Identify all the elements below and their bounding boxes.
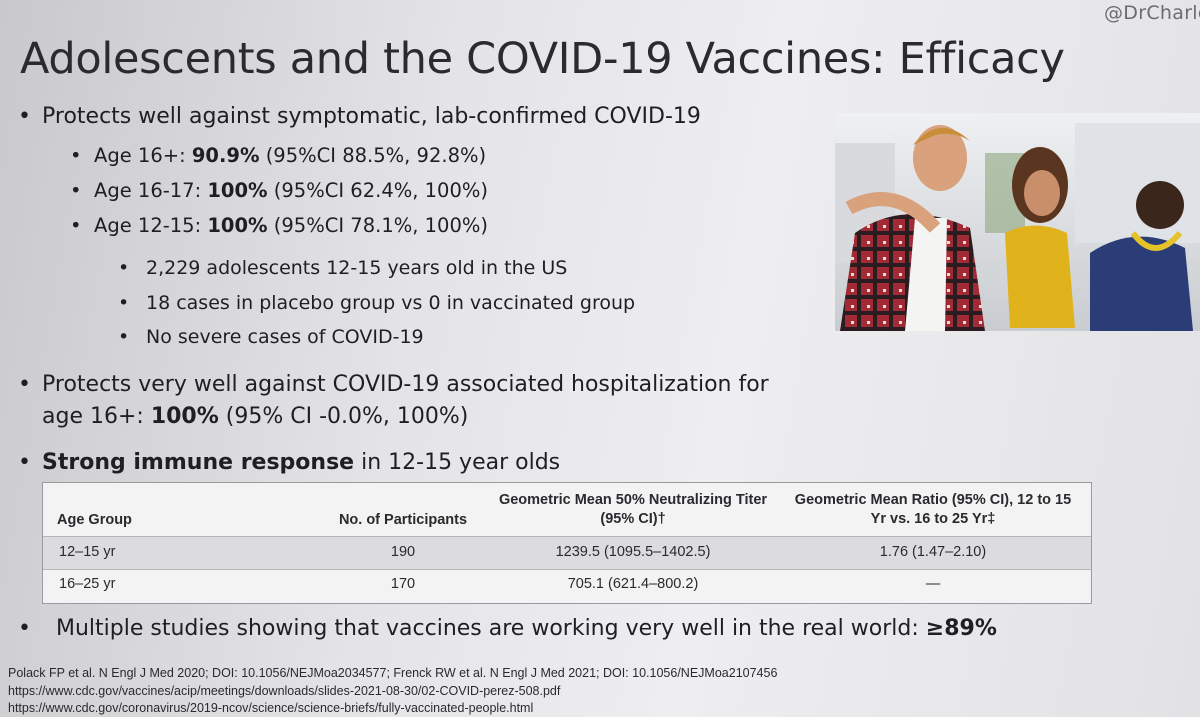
sub-sub-bullet-severe: • No severe cases of COVID-19 [118,326,424,348]
slide-title: Adolescents and the COVID-19 Vaccines: E… [20,34,1065,84]
sub-bullet-age-12-15: • Age 12-15: 100% (95%CI 78.1%, 100%) [70,214,489,237]
reference-line-1: Polack FP et al. N Engl J Med 2020; DOI:… [8,666,778,680]
col-header-age-group: Age Group [57,512,132,528]
col-header-gmr: Geometric Mean Ratio (95% CI), 12 to 15 … [794,492,1072,527]
bullet-hospitalization: • Protects very well against COVID-19 ass… [18,372,769,397]
bullet-dot: • [18,104,31,129]
photo-adolescents [835,113,1200,331]
sub-bullet-age-16plus: • Age 16+: 90.9% (95%CI 88.5%, 92.8%) [70,144,487,167]
table-cell: 12–15 yr [59,544,116,560]
table-cell: 1239.5 (1095.5–1402.5) [555,544,711,560]
reference-line-3: https://www.cdc.gov/coronavirus/2019-nco… [8,701,534,715]
table-cell: — [925,576,941,592]
table-cell: 16–25 yr [59,576,116,592]
bullet-protects-symptomatic: • Protects well against symptomatic, lab-… [18,104,701,129]
table-cell: 190 [390,544,416,560]
table-cell: 705.1 (621.4–800.2) [567,576,699,592]
reference-line-2: https://www.cdc.gov/vaccines/acip/meetin… [8,684,561,698]
col-header-gmt: Geometric Mean 50% Neutralizing Titer (9… [498,492,768,527]
sub-bullet-age-16-17: • Age 16-17: 100% (95%CI 62.4%, 100%) [70,179,489,202]
table-row-shade [43,537,1091,569]
watermark-handle: @DrCharle [1104,2,1200,24]
sub-sub-bullet-participants: • 2,229 adolescents 12-15 years old in th… [118,257,568,279]
table-cell: 1.76 (1.47–2.10) [879,544,987,560]
sub-sub-bullet-cases: • 18 cases in placebo group vs 0 in vacci… [118,292,636,314]
table-cell: 170 [390,576,416,592]
bullet-immune-response: • Strong immune response in 12-15 year ol… [18,450,561,475]
col-header-participants: No. of Participants [338,512,468,528]
titer-table: Age Group No. of Participants Geometric … [42,482,1092,604]
bullet-hospitalization-cont: age 16+: 100% (95% CI -0.0%, 100%) [42,404,469,429]
bullet-real-world: • Multiple studies showing that vaccines … [18,616,997,641]
